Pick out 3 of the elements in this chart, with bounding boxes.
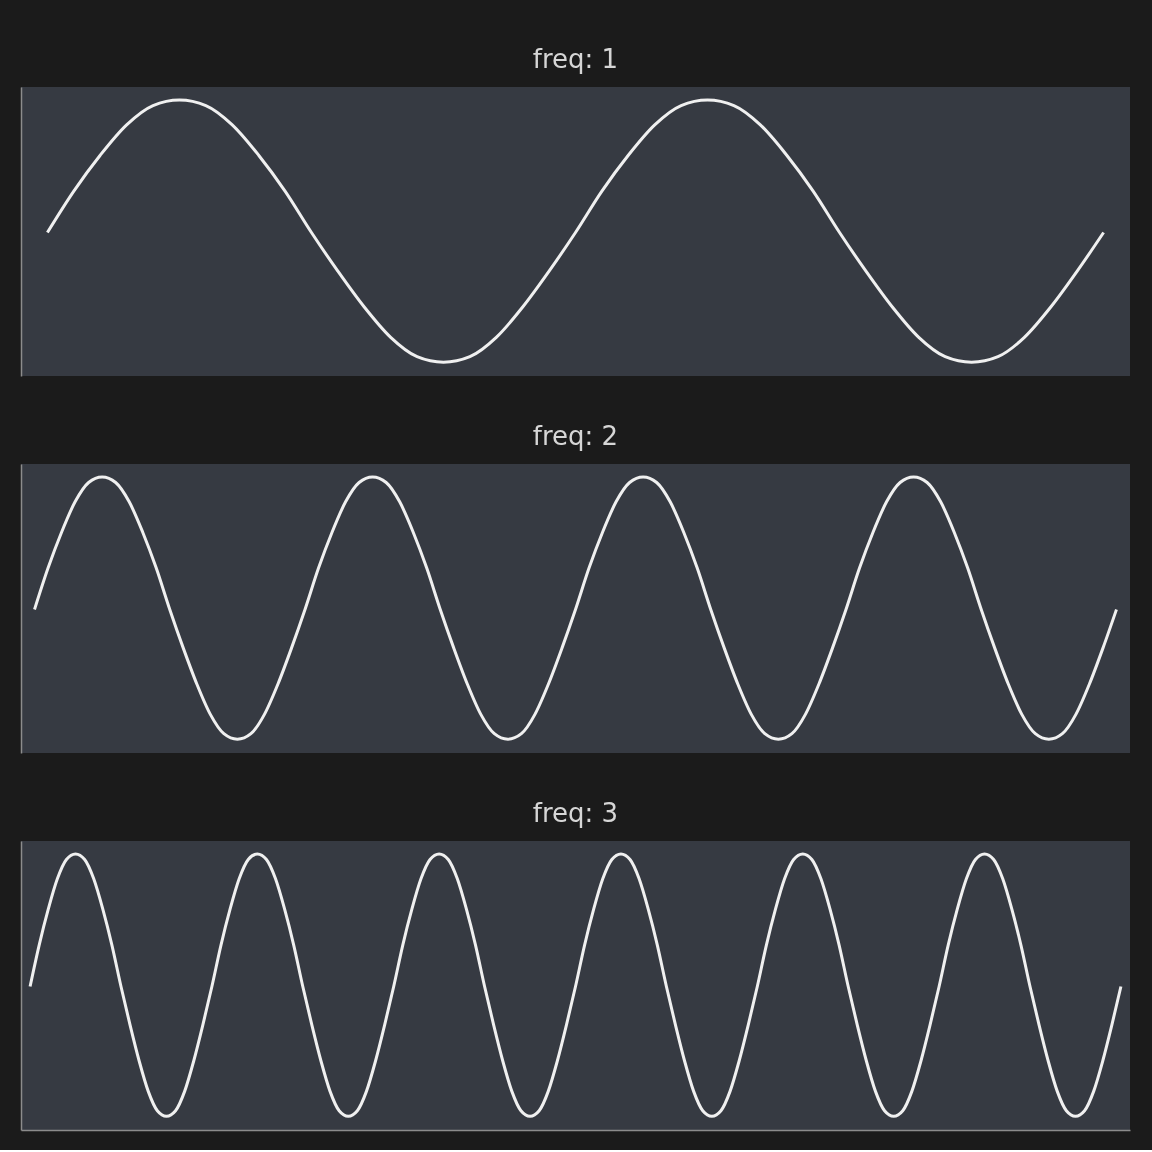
- chart-title: freq: 3: [532, 798, 619, 828]
- chart-title: freq: 2: [532, 421, 619, 451]
- chart-title: freq: 1: [532, 44, 619, 74]
